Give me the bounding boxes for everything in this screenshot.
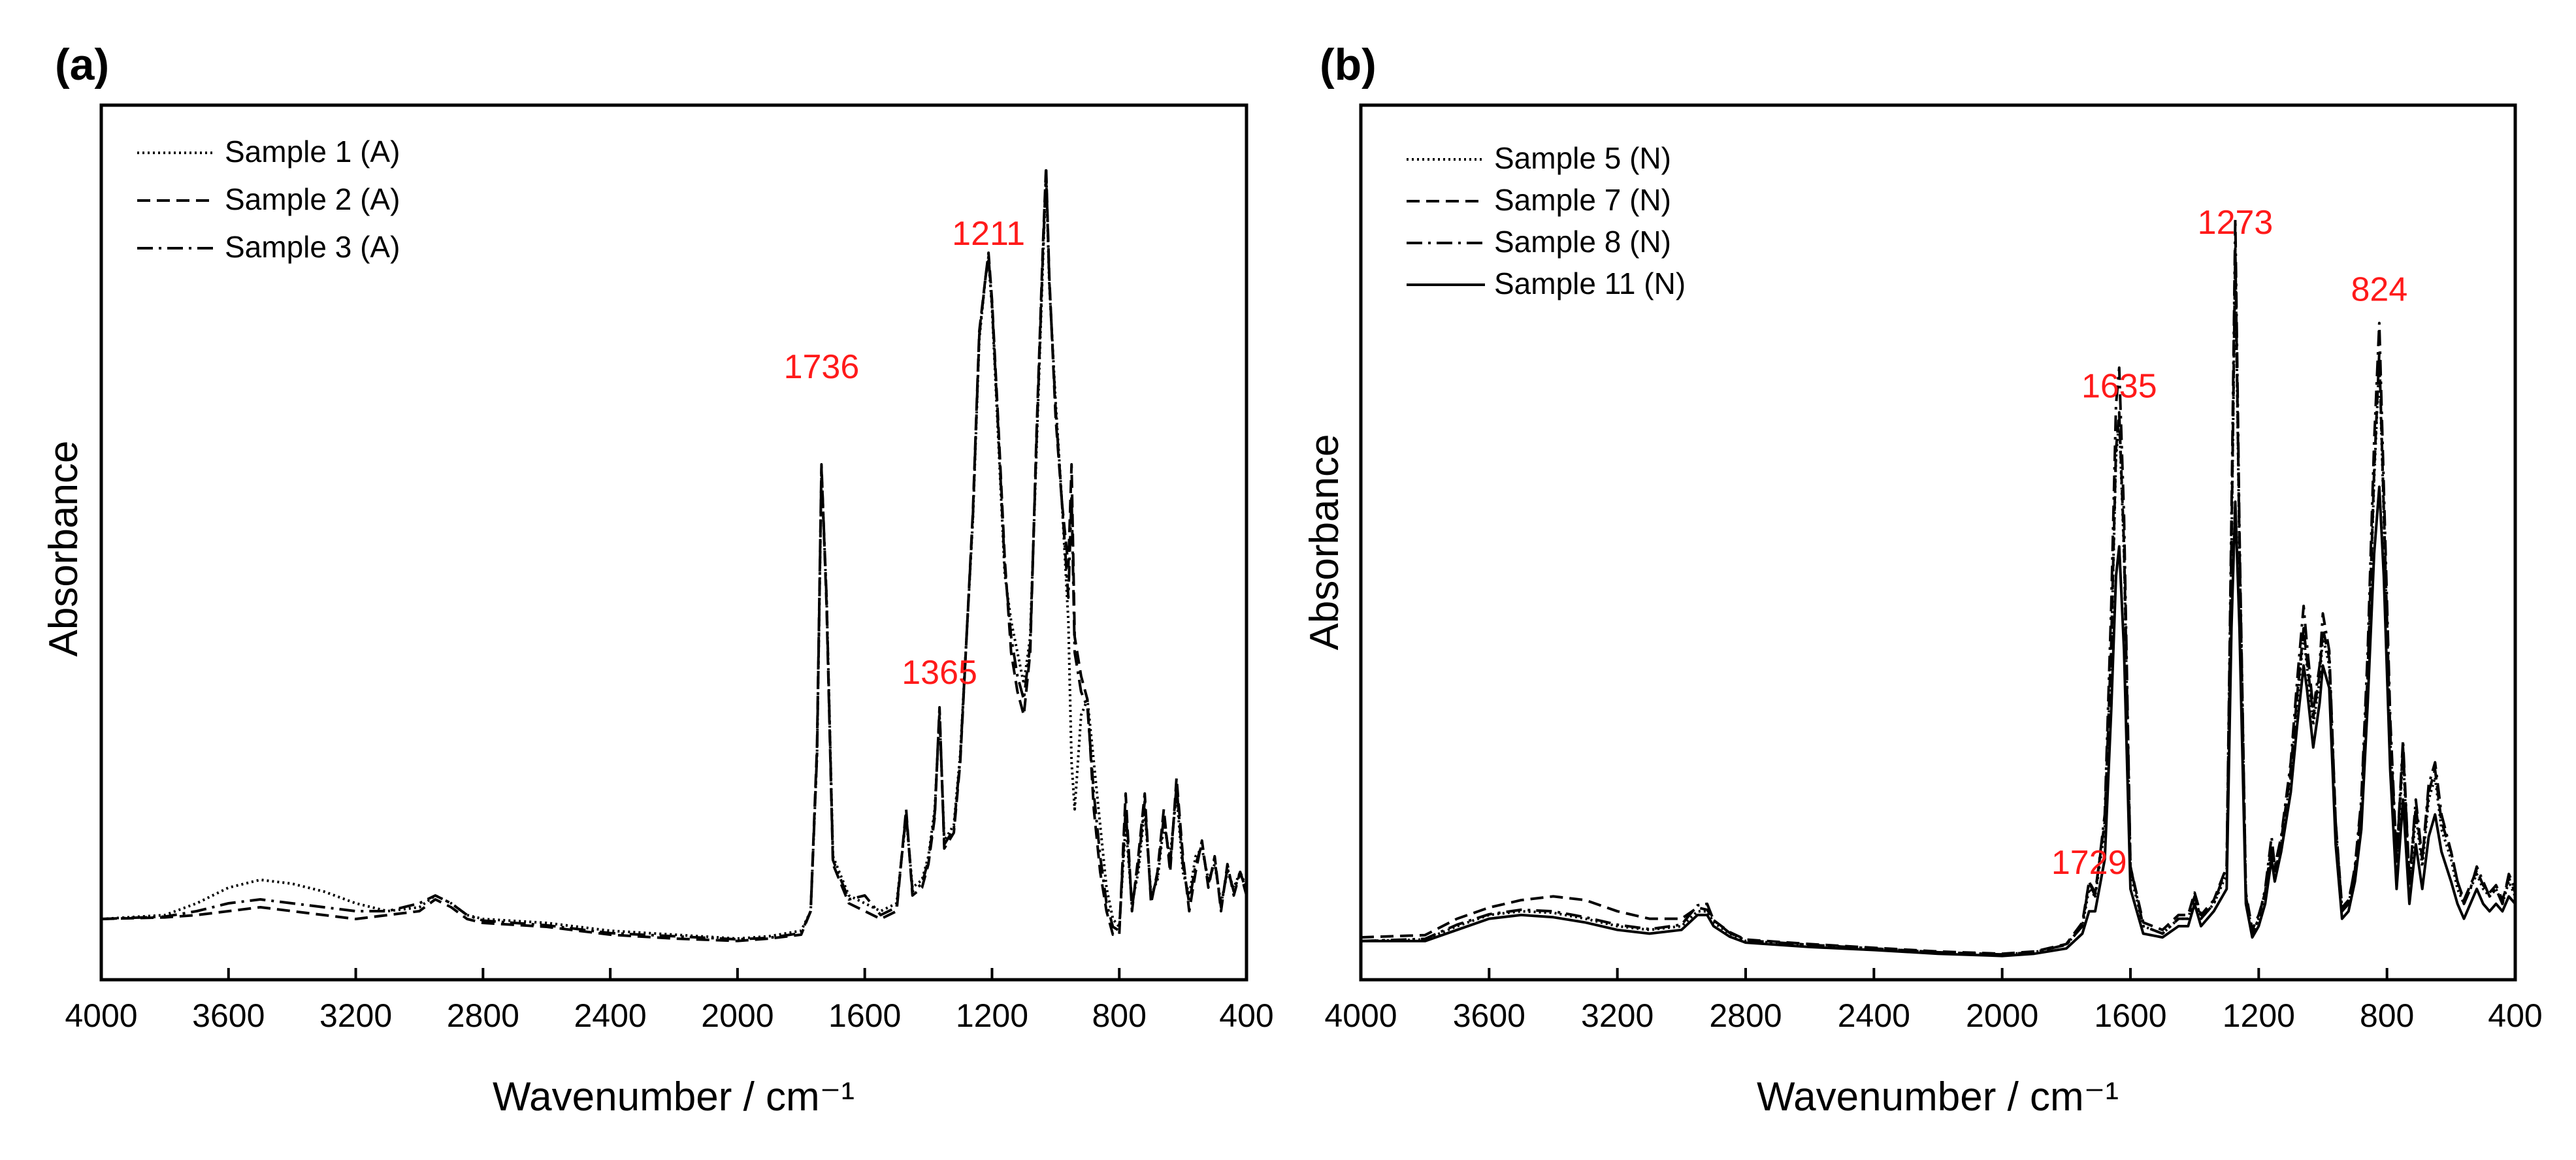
x-tick-label-a-2000: 2000: [701, 997, 774, 1034]
legend-label-b-3: Sample 8 (N): [1494, 225, 1671, 259]
x-axis-title-a: Wavenumber / cm⁻¹: [493, 1074, 855, 1120]
x-tick-label-a-400: 400: [1219, 997, 1273, 1034]
x-tick-label-a-2800: 2800: [447, 997, 519, 1034]
legend-label-a-2: Sample 2 (A): [225, 182, 400, 216]
legend-label-b-4: Sample 11 (N): [1494, 266, 1686, 300]
plot-frame-a: [99, 103, 1248, 982]
peak-label-b-1635: 1635: [2081, 368, 2157, 406]
series-group-a: [101, 165, 1248, 942]
y-axis-title-a: Absorbance: [41, 441, 86, 657]
x-tick-label-a-4000: 4000: [65, 997, 137, 1034]
peak-labels-a: 1736 1365 1211: [784, 215, 1025, 692]
peak-label-b-1273: 1273: [2198, 204, 2274, 242]
x-tick-label-b-3600: 3600: [1453, 997, 1525, 1034]
series-line-b-4: [1361, 485, 2517, 958]
x-tick-label-b-2800: 2800: [1709, 997, 1782, 1034]
x-ticks-a: 4000 3600 3200 2800 2400 2000 1600 1200 800 400: [65, 968, 1274, 1034]
y-axis-title-b: Absorbance: [1302, 434, 1347, 651]
x-tick-label-b-2000: 2000: [1966, 997, 2038, 1034]
series-line-a-1: [101, 173, 1248, 940]
x-tick-label-a-1600: 1600: [828, 997, 901, 1034]
series-line-b-1: [1360, 255, 2517, 956]
x-tick-label-b-4000: 4000: [1324, 997, 1397, 1034]
x-tick-label-b-2400: 2400: [1838, 997, 1910, 1034]
legend-a: Sample 1 (A) Sample 2 (A) Sample 3 (A): [137, 135, 400, 264]
panel-label-b: (b): [1320, 40, 1377, 89]
panel-label-a: (a): [55, 40, 109, 89]
x-tick-label-a-2400: 2400: [574, 997, 646, 1034]
x-tick-label-a-1200: 1200: [956, 997, 1028, 1034]
panel-a: (a) 4000 3600 3200 2800 2400 2000 1600 1200 800 4…: [41, 40, 1274, 1120]
series-line-b-3: [1360, 218, 2517, 956]
legend-label-a-1: Sample 1 (A): [225, 135, 400, 169]
x-axis-title-b: Wavenumber / cm⁻¹: [1757, 1074, 2119, 1120]
peak-label-b-824: 824: [2351, 270, 2408, 308]
x-tick-label-a-3600: 3600: [192, 997, 265, 1034]
peak-labels-b: 1729 1635 1273 824: [2051, 204, 2407, 882]
series-line-a-2: [101, 165, 1248, 942]
x-tick-label-b-400: 400: [2488, 997, 2542, 1034]
legend-b: Sample 5 (N) Sample 7 (N) Sample 8 (N) Samp…: [1407, 141, 1686, 300]
peak-label-b-1729: 1729: [2051, 844, 2127, 882]
x-tick-label-b-3200: 3200: [1581, 997, 1654, 1034]
series-line-b-2: [1360, 247, 2517, 956]
peak-label-a-1211: 1211: [952, 215, 1025, 253]
peak-label-a-1365: 1365: [902, 654, 977, 692]
x-tick-label-b-800: 800: [2360, 997, 2414, 1034]
series-line-a-3: [101, 169, 1248, 941]
series-group-b: [1360, 218, 2517, 958]
x-tick-label-b-1200: 1200: [2223, 997, 2295, 1034]
x-tick-label-a-3200: 3200: [319, 997, 392, 1034]
plot-frame-b: [1359, 103, 2517, 982]
legend-label-b-1: Sample 5 (N): [1494, 141, 1671, 175]
legend-label-a-3: Sample 3 (A): [225, 230, 400, 264]
panel-b: (b) 4000 3600 3200 2800 2400 2000 1600 1200 800 4…: [1302, 40, 2543, 1120]
peak-label-a-1736: 1736: [784, 348, 860, 386]
legend-label-b-2: Sample 7 (N): [1494, 183, 1671, 217]
x-tick-label-a-800: 800: [1092, 997, 1147, 1034]
x-ticks-b: 4000 3600 3200 2800 2400 2000 1600 1200 800 400: [1324, 968, 2543, 1034]
x-tick-label-b-1600: 1600: [2094, 997, 2166, 1034]
